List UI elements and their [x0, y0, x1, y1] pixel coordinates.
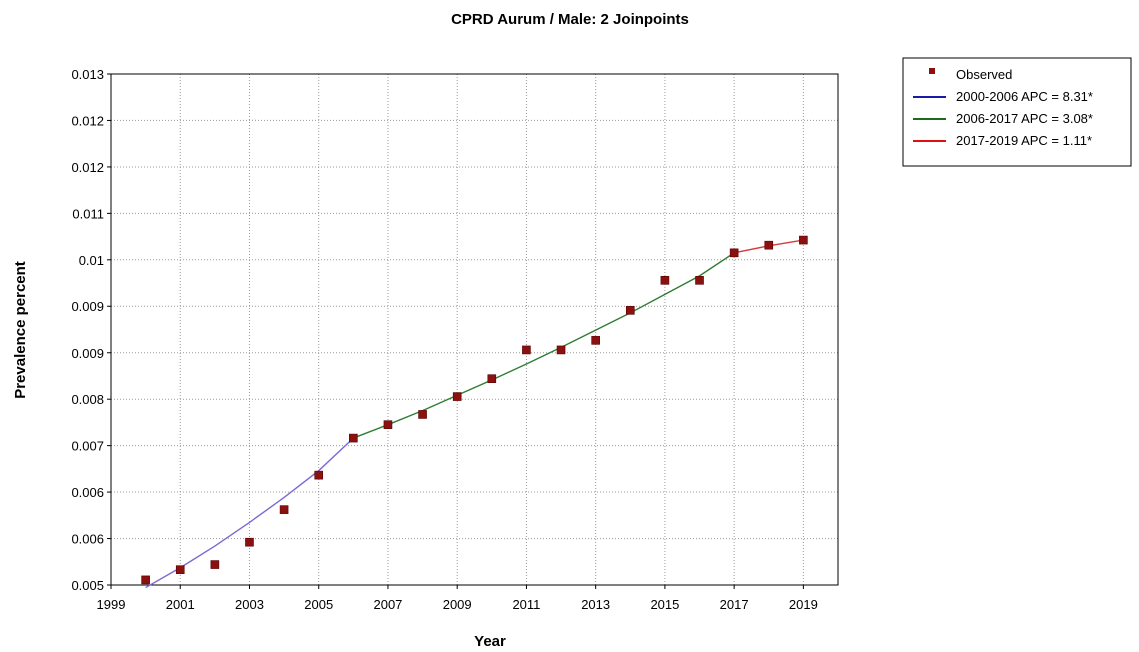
observed-point — [314, 470, 324, 480]
observed-point — [141, 575, 150, 585]
y-tick-label: 0.009 — [71, 346, 104, 361]
y-tick-label: 0.012 — [71, 113, 104, 128]
y-tick-label: 0.006 — [71, 532, 104, 547]
x-axis-ticks: 1999 2001 2003 2005 2007 2009 2011 2013 2015 2017… — [97, 585, 818, 612]
y-tick-label: 0.013 — [71, 67, 104, 82]
x-tick-label: 2013 — [581, 597, 610, 612]
legend-entry-label: Observed — [956, 67, 1012, 82]
observed-point — [625, 306, 635, 315]
legend-entry-label: 2000-2006 APC = 8.31* — [956, 89, 1093, 104]
legend-marker-observed — [929, 68, 935, 74]
observed-point — [349, 433, 358, 443]
x-tick-label: 2011 — [512, 597, 540, 612]
x-axis-label: Year — [474, 633, 506, 650]
x-tick-label: 2009 — [443, 597, 472, 612]
plot-frame — [110, 73, 839, 586]
y-tick-label: 0.011 — [72, 206, 104, 221]
observed-point — [695, 276, 704, 285]
fit-lines — [145, 239, 804, 589]
y-tick-label: 0.006 — [71, 485, 104, 500]
observed-point — [522, 345, 531, 355]
observed-point — [764, 240, 774, 250]
observed-point — [729, 248, 739, 258]
legend-entry-label: 2006-2017 APC = 3.08* — [956, 111, 1093, 126]
x-tick-label: 2019 — [789, 597, 818, 612]
y-tick-label: 0.005 — [71, 578, 104, 593]
chart-title: CPRD Aurum / Male: 2 Joinpoints — [451, 11, 689, 28]
observed-point — [487, 374, 497, 383]
legend: Observed 2000-2006 APC = 8.31* 2006-2017 A… — [902, 57, 1132, 167]
y-axis-ticks: 0.005 0.006 0.006 0.007 0.008 0.009 0.009 0.01 0… — [71, 67, 111, 593]
y-tick-label: 0.01 — [79, 253, 104, 268]
observed-point — [660, 276, 670, 285]
x-tick-label: 1999 — [97, 597, 126, 612]
legend-entry-label: 2017-2019 APC = 1.11* — [956, 133, 1092, 148]
legend-box — [902, 57, 1132, 167]
x-tick-label: 2007 — [373, 597, 402, 612]
grid-layer — [110, 73, 838, 586]
observed-point — [591, 336, 600, 345]
y-axis-label: Prevalence percent — [12, 261, 29, 399]
observed-point — [799, 235, 808, 245]
observed-point — [418, 410, 427, 419]
observed-point — [556, 345, 566, 355]
y-tick-label: 0.009 — [71, 299, 104, 314]
x-tick-label: 2001 — [166, 597, 195, 612]
observed-point — [245, 537, 254, 547]
y-tick-label: 0.008 — [71, 392, 104, 407]
observed-points — [141, 235, 808, 585]
x-tick-label: 2015 — [650, 597, 679, 612]
observed-point — [452, 392, 462, 401]
observed-point — [383, 420, 393, 429]
x-tick-label: 2005 — [304, 597, 333, 612]
x-tick-label: 2003 — [235, 597, 264, 612]
observed-point — [210, 560, 220, 569]
observed-point — [175, 565, 185, 574]
fit-line-segment-2 — [353, 252, 735, 439]
observed-point — [279, 505, 289, 514]
y-tick-label: 0.012 — [71, 160, 104, 175]
y-tick-label: 0.007 — [71, 439, 104, 454]
x-tick-label: 2017 — [720, 597, 749, 612]
